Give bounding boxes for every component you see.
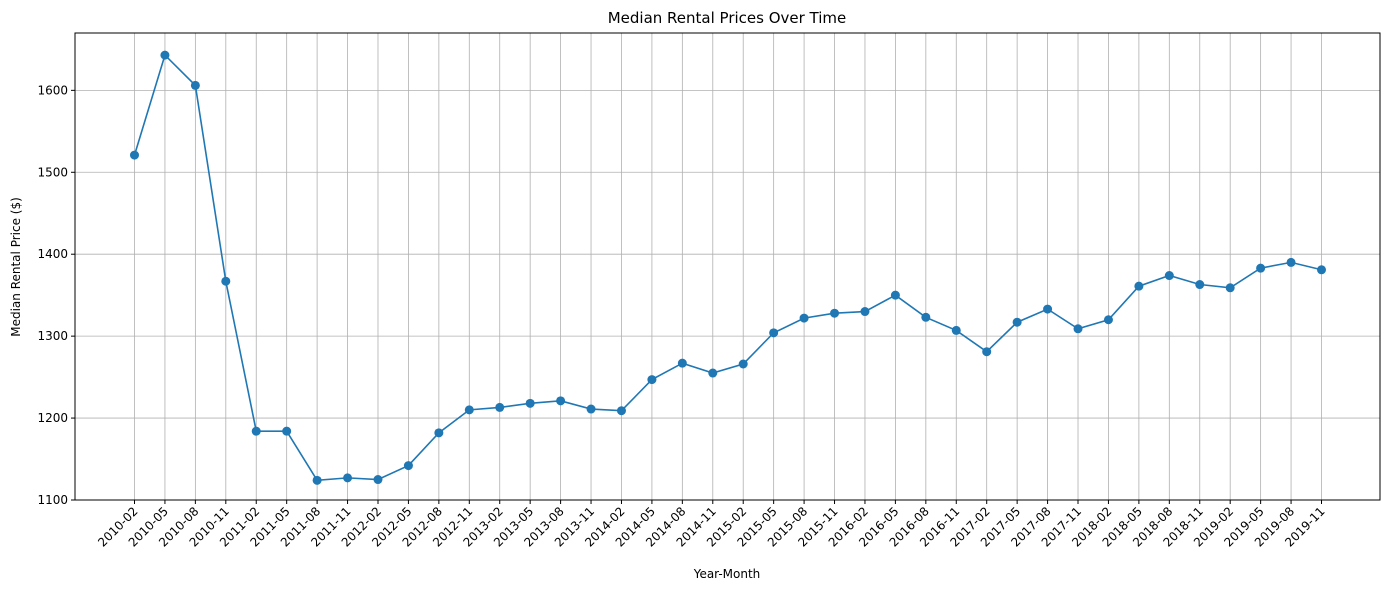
data-point [647, 375, 657, 385]
data-point [282, 426, 292, 436]
data-point [616, 406, 626, 416]
data-point [403, 461, 413, 471]
data-point [738, 359, 748, 369]
data-point [495, 402, 505, 412]
y-axis-ticks: 1100 1200 1300 1400 1500 1600 [37, 83, 75, 507]
y-tick-label: 1300 [37, 329, 68, 343]
data-point [1225, 283, 1235, 293]
series [130, 50, 1326, 485]
data-point [921, 312, 931, 322]
data-point [343, 473, 353, 483]
data-point [1195, 280, 1205, 290]
y-tick-label: 1600 [37, 83, 68, 97]
data-point [951, 325, 961, 335]
data-point [464, 405, 474, 415]
data-point [586, 404, 596, 414]
data-point [434, 428, 444, 438]
data-point [1073, 324, 1083, 334]
data-point [677, 358, 687, 368]
data-point [160, 50, 170, 60]
axes [74, 32, 1381, 501]
x-axis-ticks: 2010-022010-052010-082010-112011-022011-… [95, 500, 1328, 550]
data-point [799, 313, 809, 323]
y-tick-label: 1100 [37, 493, 68, 507]
data-point [1103, 315, 1113, 325]
data-point [1043, 304, 1053, 314]
x-axis-label: Year-Month [693, 567, 761, 581]
y-tick-label: 1200 [37, 411, 68, 425]
grid [75, 33, 1380, 501]
data-point [830, 308, 840, 318]
data-point [982, 347, 992, 357]
data-point [556, 396, 566, 406]
data-point [1317, 265, 1326, 275]
data-point [130, 150, 139, 160]
chart-title: Median Rental Prices Over Time [608, 9, 847, 27]
data-point [312, 475, 322, 485]
data-point [890, 290, 900, 300]
data-point [373, 475, 383, 485]
data-point [1286, 257, 1296, 267]
data-point [251, 426, 261, 436]
data-point [1012, 317, 1022, 327]
data-point [1134, 281, 1144, 291]
y-tick-label: 1500 [37, 165, 68, 179]
data-point [525, 398, 535, 408]
plot-frame [74, 32, 1381, 501]
data-point [190, 80, 200, 90]
data-point [860, 307, 870, 317]
data-point [769, 328, 779, 338]
y-tick-label: 1400 [37, 247, 68, 261]
data-point [708, 368, 718, 378]
data-point [1164, 271, 1174, 281]
series-line [133, 53, 1322, 482]
data-point [1256, 263, 1266, 273]
data-point [221, 276, 231, 286]
y-axis-label: Median Rental Price ($) [9, 197, 23, 337]
